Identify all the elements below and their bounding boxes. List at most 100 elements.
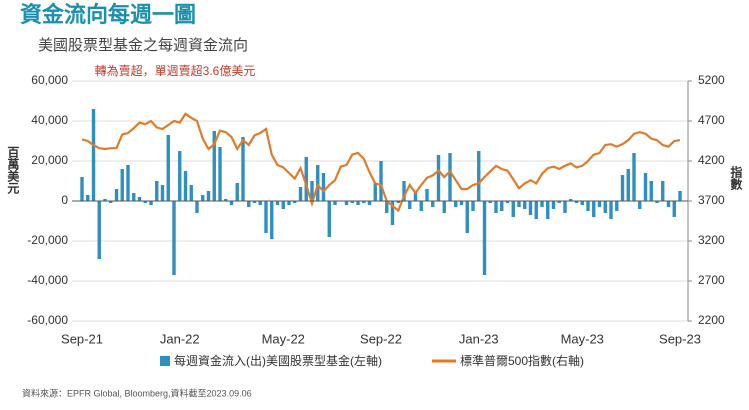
bar — [632, 153, 636, 201]
bar — [603, 201, 607, 213]
y2-tick-label: 2200 — [698, 313, 725, 327]
annotation: 轉為賣超，單週賣超3.6億美元 — [95, 63, 256, 78]
bar — [666, 201, 671, 207]
bar — [149, 201, 153, 205]
bar — [229, 201, 234, 205]
bar — [252, 201, 257, 203]
bar — [333, 201, 337, 205]
bar — [114, 189, 119, 201]
bar — [270, 201, 274, 239]
bar — [235, 183, 239, 201]
bar — [551, 201, 556, 209]
bar — [523, 201, 527, 209]
y-tick-label: 20,000 — [31, 153, 68, 167]
bar — [574, 201, 579, 203]
bar — [511, 201, 515, 217]
bar — [620, 175, 625, 201]
bar — [678, 191, 682, 201]
x-tick-label: Sep-23 — [659, 331, 701, 346]
y2-axis-title: 指數 — [729, 165, 743, 191]
bar — [120, 169, 124, 201]
bar — [356, 201, 360, 205]
bar — [327, 201, 331, 237]
bar — [97, 201, 101, 259]
bar — [540, 201, 544, 207]
bar — [638, 201, 642, 209]
bar — [419, 201, 423, 211]
y2-tick-label: 4700 — [698, 113, 725, 127]
bar — [126, 165, 130, 201]
bar — [304, 157, 308, 201]
legend-label: 標準普爾500指數(右軸) — [460, 353, 584, 368]
bar — [316, 165, 320, 201]
y-tick-label: -60,000 — [27, 313, 68, 327]
legend-label: 每週資金流入(出)美國股票型基金(左軸) — [174, 353, 382, 368]
bar — [546, 201, 550, 219]
bar — [494, 201, 498, 213]
bar — [137, 197, 142, 201]
bar — [367, 201, 372, 205]
bar — [224, 199, 228, 201]
x-tick-label: May-23 — [561, 331, 604, 346]
bar — [258, 201, 262, 205]
bar — [626, 169, 630, 201]
bar — [477, 151, 481, 201]
bar — [672, 201, 676, 217]
bar — [287, 201, 291, 205]
bar — [86, 195, 90, 201]
bar — [425, 189, 429, 201]
bar — [109, 201, 113, 203]
bar — [298, 187, 303, 201]
bar — [166, 135, 170, 201]
bar — [195, 201, 199, 213]
bar — [212, 131, 216, 201]
bar — [597, 201, 602, 207]
bar — [586, 201, 590, 211]
bar — [143, 201, 147, 203]
bar — [80, 177, 84, 201]
y2-tick-label: 3700 — [698, 193, 725, 207]
y2-tick-label: 5200 — [698, 73, 725, 87]
bar — [500, 201, 504, 211]
bar — [293, 201, 297, 203]
bar — [264, 201, 268, 233]
bar — [488, 201, 492, 203]
bar — [413, 191, 418, 201]
bar — [442, 201, 446, 213]
bar — [615, 201, 619, 211]
bar — [609, 201, 613, 219]
bar — [390, 201, 395, 225]
bar — [350, 201, 354, 203]
y-tick-label: -40,000 — [27, 273, 68, 287]
bar — [201, 195, 205, 201]
bar — [155, 181, 159, 201]
bar — [385, 201, 389, 213]
x-tick-label: Jan-23 — [459, 331, 499, 346]
bar — [643, 173, 648, 201]
bar — [206, 191, 211, 201]
x-tick-label: May-22 — [262, 331, 305, 346]
bar — [281, 201, 285, 209]
bar — [379, 161, 383, 201]
bar — [178, 151, 182, 201]
bar — [241, 137, 245, 201]
y2-tick-label: 4200 — [698, 153, 725, 167]
bar — [528, 201, 533, 215]
line — [81, 112, 681, 213]
bar — [471, 201, 475, 211]
bar — [396, 201, 400, 203]
bar — [482, 201, 487, 275]
x-tick-label: Sep-22 — [360, 331, 402, 346]
x-tick-label: Jan-22 — [160, 331, 200, 346]
bar — [275, 201, 280, 205]
y-tick-label: 0 — [61, 193, 68, 207]
bar — [505, 201, 510, 203]
bar — [655, 201, 659, 203]
bar — [362, 201, 366, 203]
bar — [454, 201, 458, 207]
bar — [534, 201, 538, 219]
page-title: 資金流向每週一圖 — [20, 2, 196, 27]
bar — [321, 173, 326, 201]
bar — [649, 181, 653, 201]
